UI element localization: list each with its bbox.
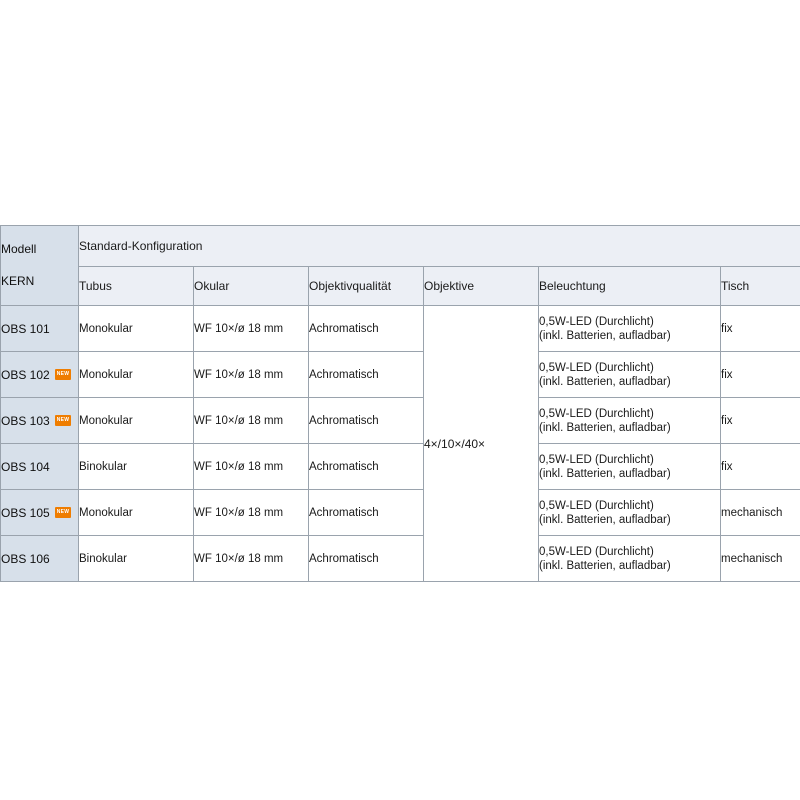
cell-okular: WF 10×/ø 18 mm bbox=[193, 351, 309, 398]
model-label: OBS 106 bbox=[1, 551, 50, 566]
model-header-label-kern: KERN bbox=[1, 273, 35, 288]
beleuchtung-line-1: 0,5W-LED (Durchlicht) bbox=[539, 315, 654, 328]
cell-beleuchtung: 0,5W-LED (Durchlicht) (inkl. Batterien, … bbox=[538, 489, 721, 536]
cell-tubus: Monokular bbox=[78, 305, 194, 352]
cell-beleuchtung: 0,5W-LED (Durchlicht) (inkl. Batterien, … bbox=[538, 351, 721, 398]
model-label: OBS 103 bbox=[1, 413, 50, 428]
cell-beleuchtung: 0,5W-LED (Durchlicht) (inkl. Batterien, … bbox=[538, 397, 721, 444]
table-column-header-row: Tubus Okular Objektivqualität Objektive … bbox=[1, 266, 800, 306]
cell-tubus: Monokular bbox=[78, 397, 194, 444]
cell-tisch: mechanisch bbox=[719, 489, 800, 536]
cell-tisch: fix bbox=[719, 305, 800, 352]
table-row: OBS 104 Binokular WF 10×/ø 18 mm Achroma… bbox=[0, 443, 800, 490]
new-badge: NEW bbox=[54, 369, 72, 380]
cell-tubus: Binokular bbox=[78, 535, 194, 582]
cell-tubus: Binokular bbox=[78, 443, 194, 490]
cell-objektivqualitaet: Achromatisch bbox=[308, 397, 424, 444]
cell-objektivqualitaet: Achromatisch bbox=[308, 351, 424, 398]
column-header-beleuchtung: Beleuchtung bbox=[538, 266, 721, 306]
beleuchtung-line-1: 0,5W-LED (Durchlicht) bbox=[539, 545, 654, 558]
beleuchtung-line-2: (inkl. Batterien, aufladbar) bbox=[539, 329, 671, 342]
beleuchtung-line-1: 0,5W-LED (Durchlicht) bbox=[539, 499, 654, 512]
column-header-tisch: Tisch bbox=[719, 266, 800, 306]
column-header-tubus: Tubus bbox=[78, 266, 194, 306]
cell-tubus: Monokular bbox=[78, 489, 194, 536]
model-cell: OBS 101 bbox=[0, 305, 79, 352]
beleuchtung-line-2: (inkl. Batterien, aufladbar) bbox=[539, 467, 671, 480]
table-row: OBS 101 Monokular WF 10×/ø 18 mm Achroma… bbox=[0, 305, 800, 582]
model-header-cell: Modell KERN bbox=[0, 225, 79, 306]
table-header-group-row: Modell KERN Standard-Konfiguration bbox=[0, 225, 800, 306]
table-row: OBS 105 NEW Monokular WF 10×/ø 18 mm Ach… bbox=[0, 489, 800, 536]
cell-tisch: fix bbox=[719, 397, 800, 444]
model-header-label-modell: Modell bbox=[1, 241, 37, 256]
cell-beleuchtung: 0,5W-LED (Durchlicht) (inkl. Batterien, … bbox=[538, 305, 721, 352]
cell-objektive-merged: 4×/10×/40× bbox=[423, 305, 539, 582]
cell-objektivqualitaet: Achromatisch bbox=[308, 535, 424, 582]
new-badge: NEW bbox=[54, 507, 72, 518]
cell-tubus: Monokular bbox=[78, 351, 194, 398]
cell-objektivqualitaet: Achromatisch bbox=[308, 489, 424, 536]
group-header-standard-konfiguration: Standard-Konfiguration bbox=[77, 225, 800, 267]
table-row: OBS 102 NEW Monokular WF 10×/ø 18 mm Ach… bbox=[0, 351, 800, 398]
column-header-objektive: Objektive bbox=[423, 266, 539, 306]
model-label: OBS 102 bbox=[1, 367, 50, 382]
beleuchtung-line-2: (inkl. Batterien, aufladbar) bbox=[539, 513, 671, 526]
beleuchtung-line-2: (inkl. Batterien, aufladbar) bbox=[539, 375, 671, 388]
column-header-okular: Okular bbox=[193, 266, 309, 306]
cell-okular: WF 10×/ø 18 mm bbox=[193, 535, 309, 582]
new-badge: NEW bbox=[54, 415, 72, 426]
model-label: OBS 104 bbox=[1, 459, 50, 474]
cell-tisch: fix bbox=[719, 351, 800, 398]
cell-okular: WF 10×/ø 18 mm bbox=[193, 305, 309, 352]
cell-beleuchtung: 0,5W-LED (Durchlicht) (inkl. Batterien, … bbox=[538, 535, 721, 582]
beleuchtung-line-2: (inkl. Batterien, aufladbar) bbox=[539, 559, 671, 572]
model-cell: OBS 103 NEW bbox=[0, 397, 79, 444]
cell-tisch: mechanisch bbox=[719, 535, 800, 582]
beleuchtung-line-2: (inkl. Batterien, aufladbar) bbox=[539, 421, 671, 434]
model-label: OBS 105 bbox=[1, 505, 50, 520]
beleuchtung-line-1: 0,5W-LED (Durchlicht) bbox=[539, 361, 654, 374]
model-cell: OBS 102 NEW bbox=[0, 351, 79, 398]
cell-objektivqualitaet: Achromatisch bbox=[308, 443, 424, 490]
table-row: OBS 106 Binokular WF 10×/ø 18 mm Achroma… bbox=[0, 535, 800, 582]
cell-okular: WF 10×/ø 18 mm bbox=[193, 443, 309, 490]
beleuchtung-line-1: 0,5W-LED (Durchlicht) bbox=[539, 453, 654, 466]
model-cell: OBS 104 bbox=[0, 443, 79, 490]
model-label: OBS 101 bbox=[1, 321, 50, 336]
column-header-objektivqualitaet: Objektivqualität bbox=[308, 266, 424, 306]
cell-okular: WF 10×/ø 18 mm bbox=[193, 489, 309, 536]
model-cell: OBS 105 NEW bbox=[0, 489, 79, 536]
beleuchtung-line-1: 0,5W-LED (Durchlicht) bbox=[539, 407, 654, 420]
cell-okular: WF 10×/ø 18 mm bbox=[193, 397, 309, 444]
cell-tisch: fix bbox=[719, 443, 800, 490]
table-row: OBS 103 NEW Monokular WF 10×/ø 18 mm Ach… bbox=[0, 397, 800, 444]
cell-beleuchtung: 0,5W-LED (Durchlicht) (inkl. Batterien, … bbox=[538, 443, 721, 490]
specification-table: Modell KERN Standard-Konfiguration Tubus… bbox=[0, 225, 800, 582]
cell-objektivqualitaet: Achromatisch bbox=[308, 305, 424, 352]
model-cell: OBS 106 bbox=[0, 535, 79, 582]
